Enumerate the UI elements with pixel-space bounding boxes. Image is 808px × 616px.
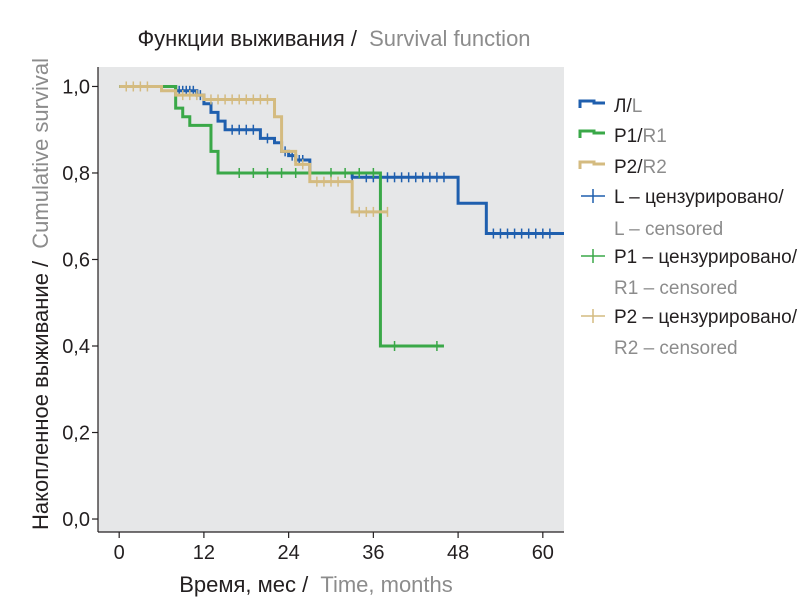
- y-axis-label-primary: Накопленное выживание /: [28, 260, 53, 530]
- y-tick-label: 0,8: [62, 163, 90, 185]
- x-tick-label: 0: [114, 542, 125, 564]
- legend-item: L – цензурировано/L – censored: [581, 187, 784, 240]
- series-line: [119, 84, 388, 214]
- legend-label: P1/R1: [614, 126, 667, 147]
- legend: Л/L P1/R1 P2/R2 L – цензурировано/L – censo…: [578, 96, 798, 359]
- legend-label: Л/L: [614, 96, 642, 117]
- y-tick-label: 0,2: [62, 423, 90, 445]
- legend-item: P1/R1: [578, 126, 667, 147]
- x-axis-label: Время, мес / Time, months: [179, 572, 453, 597]
- x-tick-label: 48: [447, 542, 469, 564]
- series-1: [119, 84, 444, 351]
- legend-label-primary: P1 – цензурировано/: [614, 247, 798, 268]
- legend-item: P1 – цензурировано/R1 – censored: [581, 247, 798, 299]
- x-tick-label: 60: [532, 542, 554, 564]
- chart-title-primary: Функции выживания /: [137, 26, 357, 51]
- x-tick-label: 24: [278, 542, 300, 564]
- legend-label: P2/R2: [614, 157, 667, 178]
- y-ticks: 0,0 0,2 0,4 0,6 0,8 1,0: [62, 76, 98, 531]
- legend-label-secondary: R2 – censored: [614, 338, 738, 359]
- legend-swatch: [578, 160, 605, 169]
- legend-swatch: [578, 129, 605, 138]
- chart-title-secondary: Survival function: [369, 26, 530, 51]
- legend-label-secondary: L – censored: [614, 219, 723, 240]
- series-2: [119, 81, 389, 217]
- series-line: [119, 84, 444, 348]
- y-axis-label-secondary: Cumulative survival: [28, 58, 53, 249]
- y-tick-label: 1,0: [62, 76, 90, 98]
- x-tick-label: 12: [193, 542, 215, 564]
- plot-area: [98, 67, 564, 532]
- chart-title: Функции выживания / Survival function: [137, 26, 530, 51]
- x-ticks: 0 12 24 36 48 60: [114, 532, 554, 564]
- x-axis-label-secondary: Time, months: [320, 572, 452, 597]
- legend-item: P2/R2: [578, 157, 667, 178]
- y-tick-label: 0,0: [62, 509, 90, 531]
- legend-item: P2 – цензурировано/R2 – censored: [581, 307, 798, 359]
- x-axis-label-primary: Время, мес /: [179, 572, 309, 597]
- y-tick-label: 0,6: [62, 249, 90, 271]
- legend-item: Л/L: [578, 96, 642, 117]
- legend-label-secondary: R1 – censored: [614, 278, 738, 299]
- y-axis-label: Накопленное выживание / Cumulative survi…: [28, 58, 53, 530]
- series-layer: [119, 81, 564, 351]
- legend-label-primary: P2 – цензурировано/: [614, 307, 798, 328]
- y-tick-label: 0,4: [62, 336, 90, 358]
- legend-swatch: [578, 99, 605, 108]
- x-tick-label: 36: [362, 542, 384, 564]
- legend-label-primary: L – цензурировано/: [614, 187, 784, 208]
